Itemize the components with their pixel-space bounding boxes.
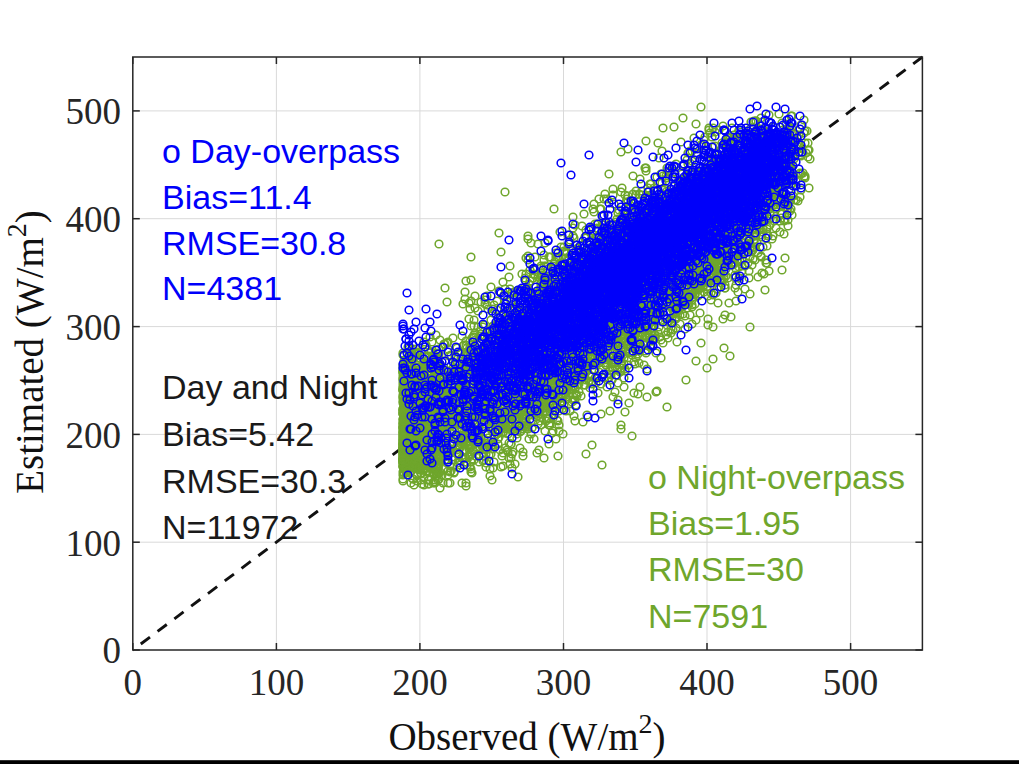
svg-text:Estimated (W/m2): Estimated (W/m2) xyxy=(1,210,52,494)
svg-text:RMSE=30: RMSE=30 xyxy=(648,550,804,588)
svg-text:o Day-overpass: o Day-overpass xyxy=(162,132,400,170)
svg-text:200: 200 xyxy=(66,415,122,456)
svg-text:Bias=5.42: Bias=5.42 xyxy=(162,415,314,453)
svg-text:100: 100 xyxy=(249,662,305,703)
svg-text:RMSE=30.8: RMSE=30.8 xyxy=(162,224,346,262)
svg-text:Bias=11.4: Bias=11.4 xyxy=(162,178,312,216)
svg-text:200: 200 xyxy=(392,662,448,703)
svg-text:o Night-overpass: o Night-overpass xyxy=(648,458,905,496)
svg-text:100: 100 xyxy=(66,523,122,564)
svg-text:N=11972: N=11972 xyxy=(162,508,298,546)
svg-text:500: 500 xyxy=(823,662,879,703)
svg-text:Day and Night: Day and Night xyxy=(162,368,378,406)
svg-text:500: 500 xyxy=(66,91,122,132)
svg-text:400: 400 xyxy=(679,662,735,703)
svg-text:N=4381: N=4381 xyxy=(162,269,282,307)
svg-text:N=7591: N=7591 xyxy=(648,597,768,635)
svg-text:Bias=1.95: Bias=1.95 xyxy=(648,504,800,542)
svg-text:0: 0 xyxy=(124,662,143,703)
svg-text:0: 0 xyxy=(103,630,122,671)
svg-text:300: 300 xyxy=(536,662,592,703)
svg-text:Observed (W/m2): Observed (W/m2) xyxy=(388,708,665,759)
svg-text:RMSE=30.3: RMSE=30.3 xyxy=(162,462,346,500)
svg-text:300: 300 xyxy=(66,307,122,348)
svg-text:400: 400 xyxy=(66,199,122,240)
